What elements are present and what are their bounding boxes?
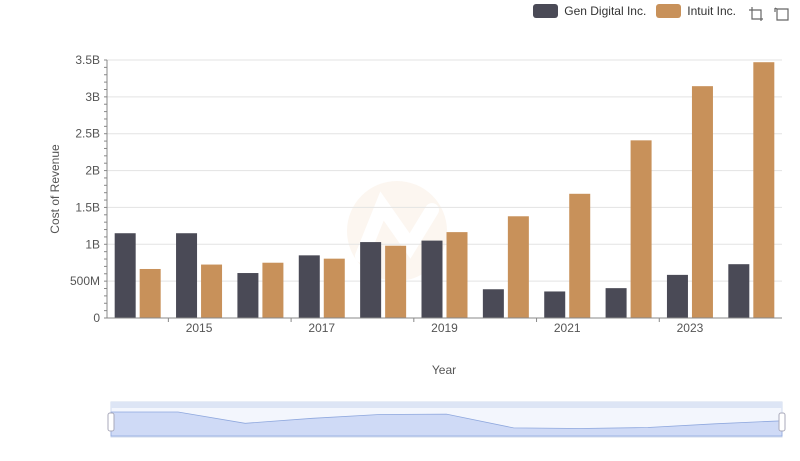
bar-gen-digital-2019[interactable] — [421, 240, 443, 318]
bar-intuit-2014[interactable] — [139, 268, 161, 318]
bar-gen-digital-2016[interactable] — [237, 273, 259, 318]
y-tick-label: 3.5B — [75, 53, 100, 67]
zoom-handle-left[interactable] — [107, 412, 115, 432]
bar-intuit-2023[interactable] — [691, 86, 713, 318]
legend-swatch-gen-digital — [533, 4, 559, 18]
zoom-handle-right[interactable] — [778, 412, 786, 432]
toolbox — [748, 6, 790, 22]
bar-gen-digital-2021[interactable] — [544, 291, 566, 318]
legend-item-gen-digital[interactable]: Gen Digital Inc. — [533, 4, 646, 18]
y-tick-label: 2.5B — [75, 127, 100, 141]
bar-gen-digital-2022[interactable] — [605, 288, 627, 318]
y-tick-label: 0 — [93, 311, 100, 325]
x-tick-label: 2021 — [554, 321, 581, 335]
axes: 0 500M 1B 1.5B 2B 2.5B 3B 3.5B 2015 2017 2019 2021 2… — [70, 53, 782, 335]
y-tick-label: 3B — [85, 90, 100, 104]
bar-gen-digital-2014[interactable] — [114, 233, 136, 318]
bar-intuit-2020[interactable] — [507, 216, 529, 318]
x-tick-label: 2023 — [677, 321, 704, 335]
bar-intuit-2018[interactable] — [385, 245, 407, 318]
bar-gen-digital-2018[interactable] — [360, 242, 382, 318]
bar-intuit-2024[interactable] — [753, 62, 775, 319]
legend-item-intuit[interactable]: Intuit Inc. — [656, 4, 736, 18]
y-tick-label: 1.5B — [75, 200, 100, 214]
legend: Gen Digital Inc. Intuit Inc. — [533, 4, 736, 18]
bar-gen-digital-2020[interactable] — [482, 289, 504, 318]
x-tick-label: 2017 — [308, 321, 335, 335]
zoom-preview-area — [110, 411, 783, 437]
x-tick-label: 2019 — [431, 321, 458, 335]
legend-label-intuit: Intuit Inc. — [687, 4, 736, 18]
bar-intuit-2015[interactable] — [201, 264, 223, 318]
bar-gen-digital-2023[interactable] — [666, 274, 688, 318]
restore-icon[interactable] — [774, 6, 790, 22]
y-tick-label: 1B — [85, 237, 100, 251]
bar-gen-digital-2015[interactable] — [176, 233, 198, 318]
data-zoom-slider[interactable] — [107, 401, 786, 438]
x-axis-title: Year — [432, 363, 456, 377]
zoom-handle-bar[interactable] — [111, 402, 782, 408]
y-tick-label: 500M — [70, 274, 100, 288]
legend-swatch-intuit — [656, 4, 682, 18]
zoom-icon[interactable] — [748, 6, 764, 22]
bar-gen-digital-2024[interactable] — [728, 264, 750, 318]
y-tick-label: 2B — [85, 164, 100, 178]
legend-label-gen-digital: Gen Digital Inc. — [564, 4, 647, 18]
x-tick-label: 2015 — [186, 321, 213, 335]
bar-intuit-2016[interactable] — [262, 262, 284, 318]
bar-intuit-2022[interactable] — [630, 140, 652, 318]
y-axis-title: Cost of Revenue — [48, 144, 62, 234]
bar-intuit-2021[interactable] — [569, 193, 591, 318]
bar-gen-digital-2017[interactable] — [298, 255, 320, 318]
bar-intuit-2017[interactable] — [323, 258, 345, 318]
bars — [114, 62, 775, 319]
bar-intuit-2019[interactable] — [446, 232, 468, 318]
